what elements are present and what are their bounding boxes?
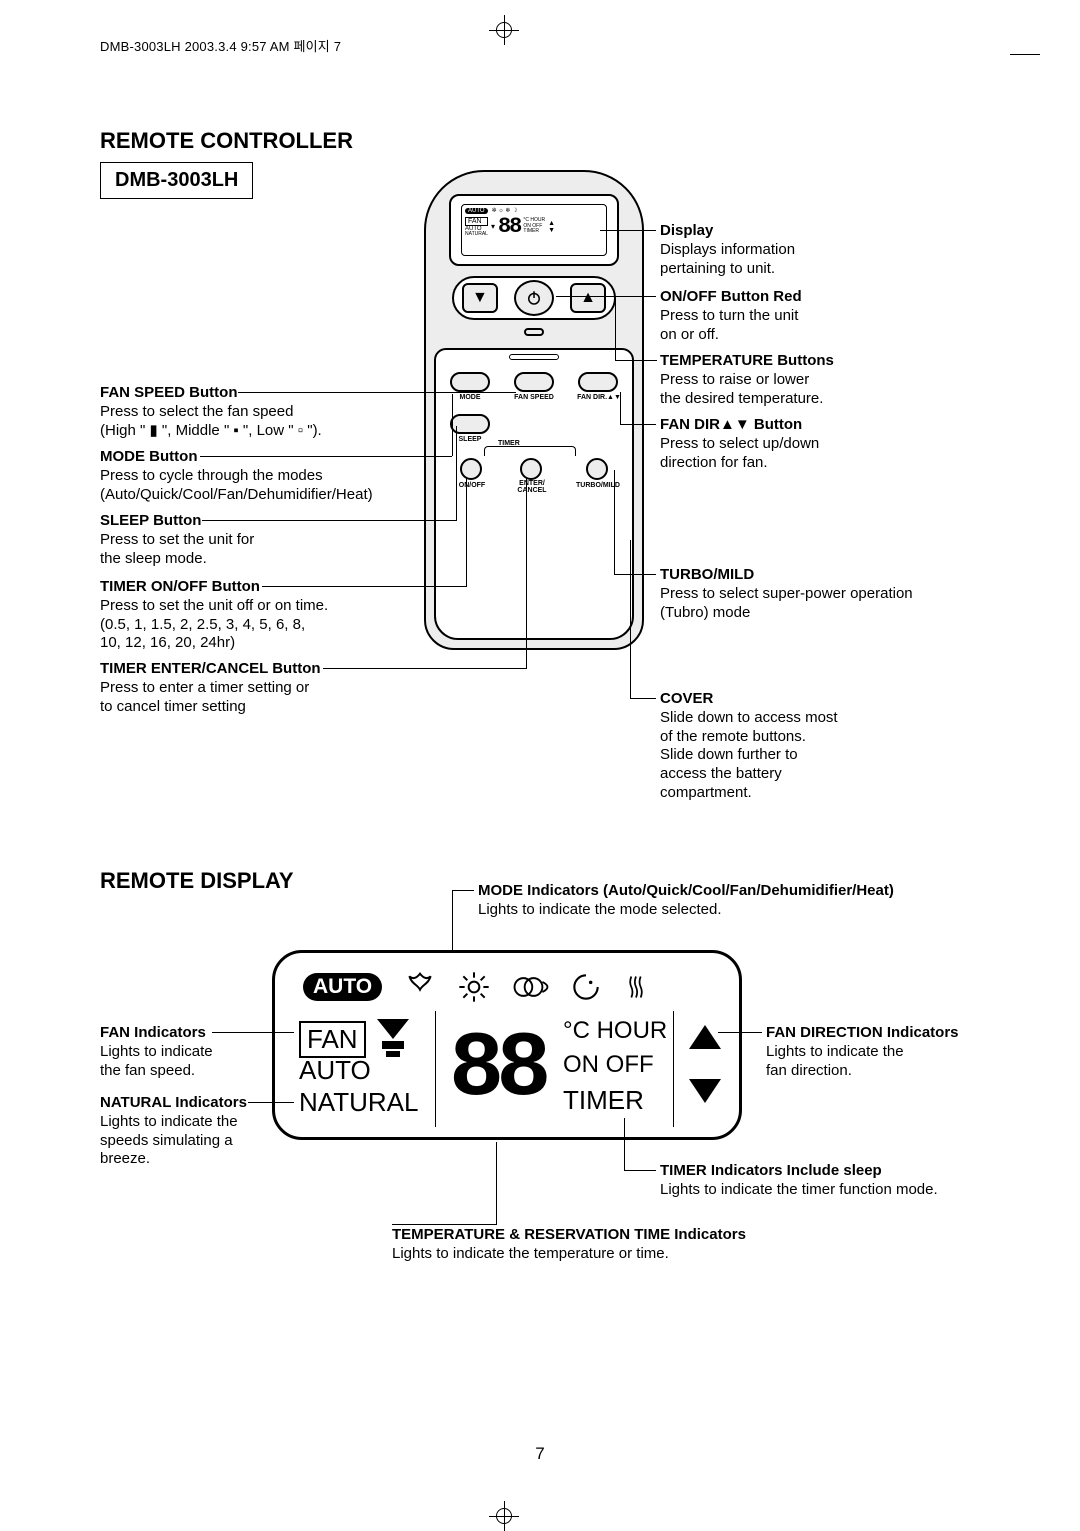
timer-onoff-label: ON/OFF (452, 482, 492, 489)
ir-window (524, 328, 544, 336)
fan-speed-label: FAN SPEED (506, 394, 562, 401)
heat-icon (622, 971, 650, 1003)
down-arrow-icon (689, 1079, 721, 1103)
digits: 88 (449, 1033, 543, 1107)
power-icon (525, 289, 543, 307)
lead-line (323, 668, 526, 669)
lead-line (452, 890, 474, 891)
callout-cover: COVER Slide down to access most of the r… (660, 690, 960, 803)
dehumid-icon (572, 971, 600, 1003)
turbo-mild-button[interactable] (586, 458, 608, 480)
fan-dir-button[interactable] (578, 372, 618, 392)
lead-line (202, 520, 456, 521)
callout-fan-dir-ind: FAN DIRECTION Indicators Lights to indic… (766, 1024, 1036, 1080)
cool-icon (458, 971, 490, 1003)
lead-line (262, 586, 466, 587)
lead-line-v (624, 1118, 625, 1171)
callout-timer-ind: TIMER Indicators Include sleep Lights to… (660, 1162, 1020, 1200)
section1-title: REMOTE CONTROLLER (100, 128, 353, 154)
section2-title: REMOTE DISPLAY (100, 868, 294, 894)
callout-turbo: TURBO/MILD Press to select super-power o… (660, 566, 980, 622)
temp-up-button[interactable]: ▲ (570, 283, 606, 313)
enter-cancel-button[interactable] (520, 458, 542, 480)
timer-text: TIMER (563, 1085, 644, 1116)
lead-line (248, 1102, 294, 1103)
c-hour: °C HOUR (563, 1017, 667, 1045)
lead-line-v (496, 1142, 497, 1224)
on-off-text: ON OFF (563, 1051, 654, 1079)
lead-line-v (526, 478, 527, 669)
mode-label: MODE (450, 394, 490, 401)
enter-cancel-label: ENTER/ CANCEL (509, 480, 555, 494)
up-arrow-icon (689, 1025, 721, 1049)
natural-text: NATURAL (299, 1087, 418, 1118)
lead-line (238, 392, 516, 393)
callout-mode-ind: MODE Indicators (Auto/Quick/Cool/Fan/Deh… (478, 882, 998, 920)
fan-speed-button[interactable] (514, 372, 554, 392)
fan-icon (512, 971, 550, 1003)
remote-lcd: AUTO ✲ ☼ ❄ ☽ FAN AUTO NATURAL ▾ 88 °C HO… (449, 194, 619, 266)
timer-onoff-button[interactable] (460, 458, 482, 480)
lead-line (718, 1032, 762, 1033)
page: DMB-3003LH 2003.3.4 9:57 AM 페이지 7 REMOTE… (0, 0, 1080, 1528)
power-button[interactable] (514, 280, 554, 316)
turbo-: TURBO/MILD (570, 482, 626, 489)
lcd-timer-sm: TIMER (523, 229, 545, 235)
lcd-natural-sm: NATURAL (465, 232, 488, 237)
lead-line-v (452, 394, 453, 456)
lcd-auto-pill-sm: AUTO (465, 208, 488, 214)
print-header: DMB-3003LH 2003.3.4 9:57 AM 페이지 7 (100, 36, 341, 55)
lead-line (614, 574, 656, 575)
callout-onoff: ON/OFF Button Red Press to turn the unit… (660, 288, 960, 344)
lead-line (615, 360, 657, 361)
lead-line-v (620, 392, 621, 425)
callout-temp-buttons: TEMPERATURE Buttons Press to raise or lo… (660, 352, 960, 408)
callout-title: FAN SPEED Button (100, 384, 390, 403)
big-lcd: AUTO FAN AUTO NATURAL 88 °C HOUR ON OFF … (272, 950, 742, 1140)
lead-line-v (615, 298, 616, 361)
lead-line (630, 698, 656, 699)
lead-line-v (456, 426, 457, 521)
divider (435, 1011, 436, 1127)
page-number: 7 (535, 1444, 544, 1464)
cover-grip (509, 354, 559, 360)
lead-line-v (614, 470, 615, 575)
fan-bars-icon (377, 1019, 409, 1057)
callout-natural-ind: NATURAL Indicators Lights to indicate th… (100, 1094, 280, 1169)
mode-indicator-row: AUTO (303, 971, 650, 1003)
mode-icons-sm: ✲ ☼ ❄ ☽ (492, 207, 518, 214)
reg-mark-right (1010, 54, 1040, 55)
lcd-fan-sm: FAN (465, 217, 488, 226)
callout-timer-onoff: TIMER ON/OFF Button Press to set the uni… (100, 578, 390, 653)
model-box: DMB-3003LH (100, 162, 253, 199)
lcd-inner: AUTO ✲ ☼ ❄ ☽ FAN AUTO NATURAL ▾ 88 °C HO… (461, 204, 607, 256)
callout-display: Display Displays information pertaining … (660, 222, 960, 278)
face-button-bar: ▼ ▲ (452, 276, 616, 320)
lead-line-v (466, 478, 467, 587)
mode-button[interactable] (450, 372, 490, 392)
callout-temp-ind: TEMPERATURE & RESERVATION TIME Indicator… (392, 1226, 892, 1264)
quick-icon (404, 971, 436, 1003)
auto-pill: AUTO (303, 973, 382, 1001)
lead-line (600, 230, 656, 231)
remote-body: AUTO ✲ ☼ ❄ ☽ FAN AUTO NATURAL ▾ 88 °C HO… (424, 170, 644, 650)
divider (673, 1011, 674, 1127)
lead-line (212, 1032, 294, 1033)
auto-text: AUTO (299, 1055, 371, 1086)
lead-line (620, 424, 656, 425)
timer-bracket (484, 446, 576, 456)
lcd-digits-sm: 88 (498, 214, 520, 239)
temp-down-button[interactable]: ▼ (462, 283, 498, 313)
lead-line (392, 1224, 497, 1225)
lead-line (624, 1170, 656, 1171)
lead-line (556, 296, 656, 297)
lead-line (200, 456, 452, 457)
lead-line-v (630, 540, 631, 699)
callout-fan-dir: FAN DIR▲▼ Button Press to select up/down… (660, 416, 960, 472)
fan-box: FAN (299, 1021, 366, 1058)
